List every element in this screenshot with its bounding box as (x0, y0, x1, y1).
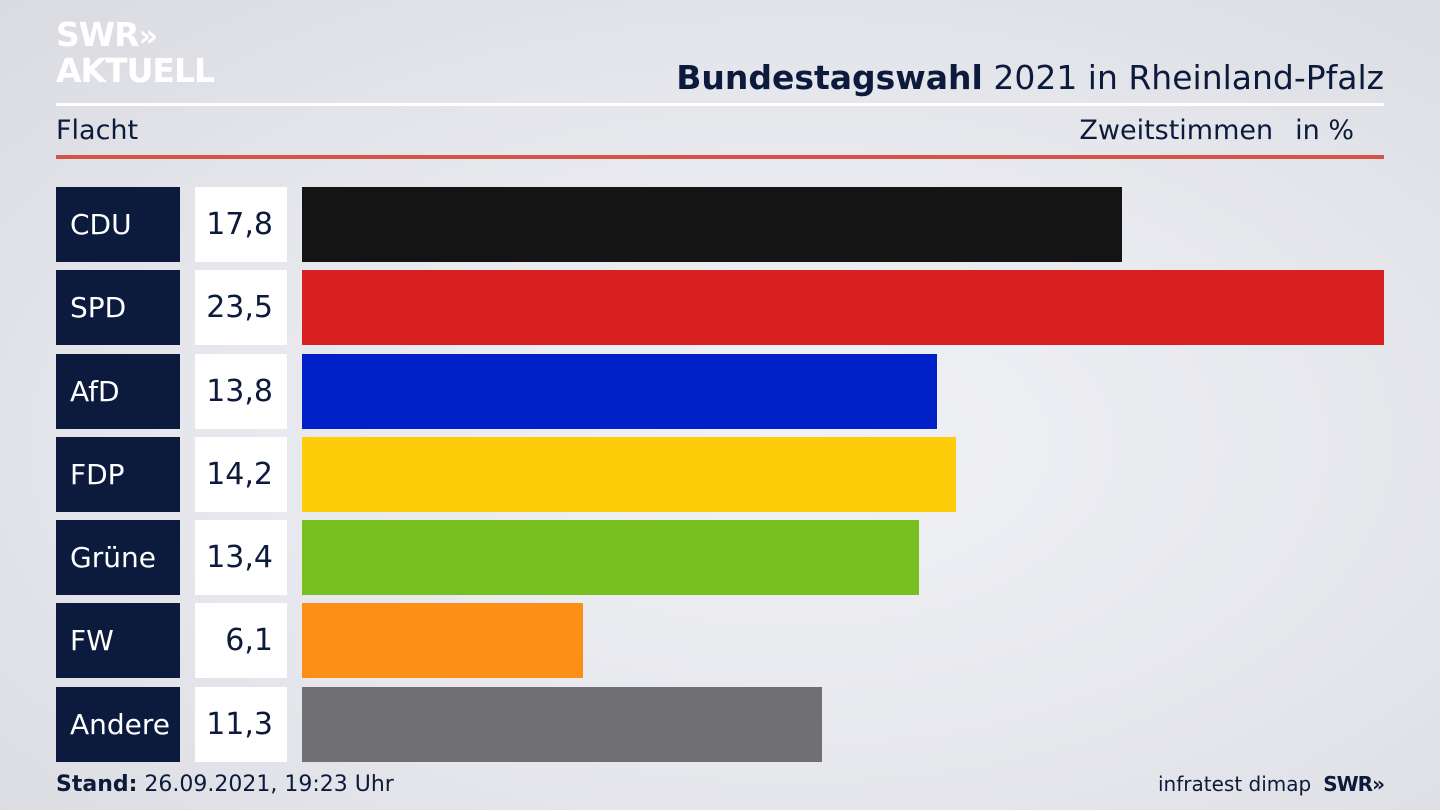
footer-chevrons-icon: » (1372, 772, 1385, 796)
logo-swr-text: SWR (56, 15, 140, 54)
swr-aktuell-logo: SWR» AKTUELL (56, 15, 215, 90)
logo-chevrons-icon: » (138, 19, 159, 54)
bar-row: Grüne 13,4 (56, 520, 1384, 596)
unit-label: in % (1295, 115, 1354, 146)
party-label: CDU (56, 187, 180, 262)
bar (302, 436, 956, 512)
footer-swr-logo: SWR» (1323, 772, 1385, 796)
chart-title: Bundestagswahl 2021 in Rheinland-Pfalz (676, 58, 1384, 97)
region-subtitle: Flacht (56, 115, 139, 146)
stand-label: Stand: (56, 772, 138, 797)
title-divider (56, 103, 1384, 106)
metric-label: Zweitstimmen (1079, 115, 1274, 146)
party-label: Grüne (56, 520, 180, 596)
bar (302, 187, 1122, 262)
bar-row: FW 6,1 (56, 603, 1384, 679)
party-label: SPD (56, 270, 180, 346)
bar-row: SPD 23,5 (56, 270, 1384, 346)
value-label: 6,1 (195, 603, 287, 679)
bar-row: AfD 13,8 (56, 353, 1384, 429)
bar (302, 686, 823, 762)
chart-title-bold: Bundestagswahl (676, 58, 983, 97)
bar-row: CDU 17,8 (56, 187, 1384, 262)
bar-row: Andere 11,3 (56, 686, 1384, 762)
bar (302, 520, 919, 596)
timestamp: Stand: 26.09.2021, 19:23 Uhr (56, 772, 394, 797)
header-red-divider (56, 155, 1384, 159)
party-label: Andere (56, 686, 180, 762)
source-credit: infratest dimap SWR» (1158, 772, 1385, 796)
value-label: 14,2 (195, 436, 287, 512)
party-label: AfD (56, 353, 180, 429)
bar (302, 353, 938, 429)
stand-value: 26.09.2021, 19:23 Uhr (137, 772, 394, 797)
metric-unit-label: Zweitstimmen in % (1079, 115, 1354, 146)
bar (302, 270, 1384, 346)
value-label: 23,5 (195, 270, 287, 346)
party-label: FDP (56, 436, 180, 512)
value-label: 17,8 (195, 187, 287, 262)
bar-chart: CDU 17,8 SPD 23,5 AfD 13,8 FDP 14,2 Grüne 13,4 FW 6… (56, 187, 1384, 770)
value-label: 11,3 (195, 686, 287, 762)
logo-aktuell-text: AKTUELL (56, 51, 215, 90)
bar-row: FDP 14,2 (56, 436, 1384, 512)
party-label: FW (56, 603, 180, 679)
value-label: 13,4 (195, 520, 287, 596)
footer-swr-text: SWR (1323, 772, 1373, 796)
chart-title-rest: 2021 in Rheinland-Pfalz (982, 58, 1384, 97)
source-label: infratest dimap (1158, 772, 1312, 796)
bar (302, 603, 583, 679)
value-label: 13,8 (195, 353, 287, 429)
